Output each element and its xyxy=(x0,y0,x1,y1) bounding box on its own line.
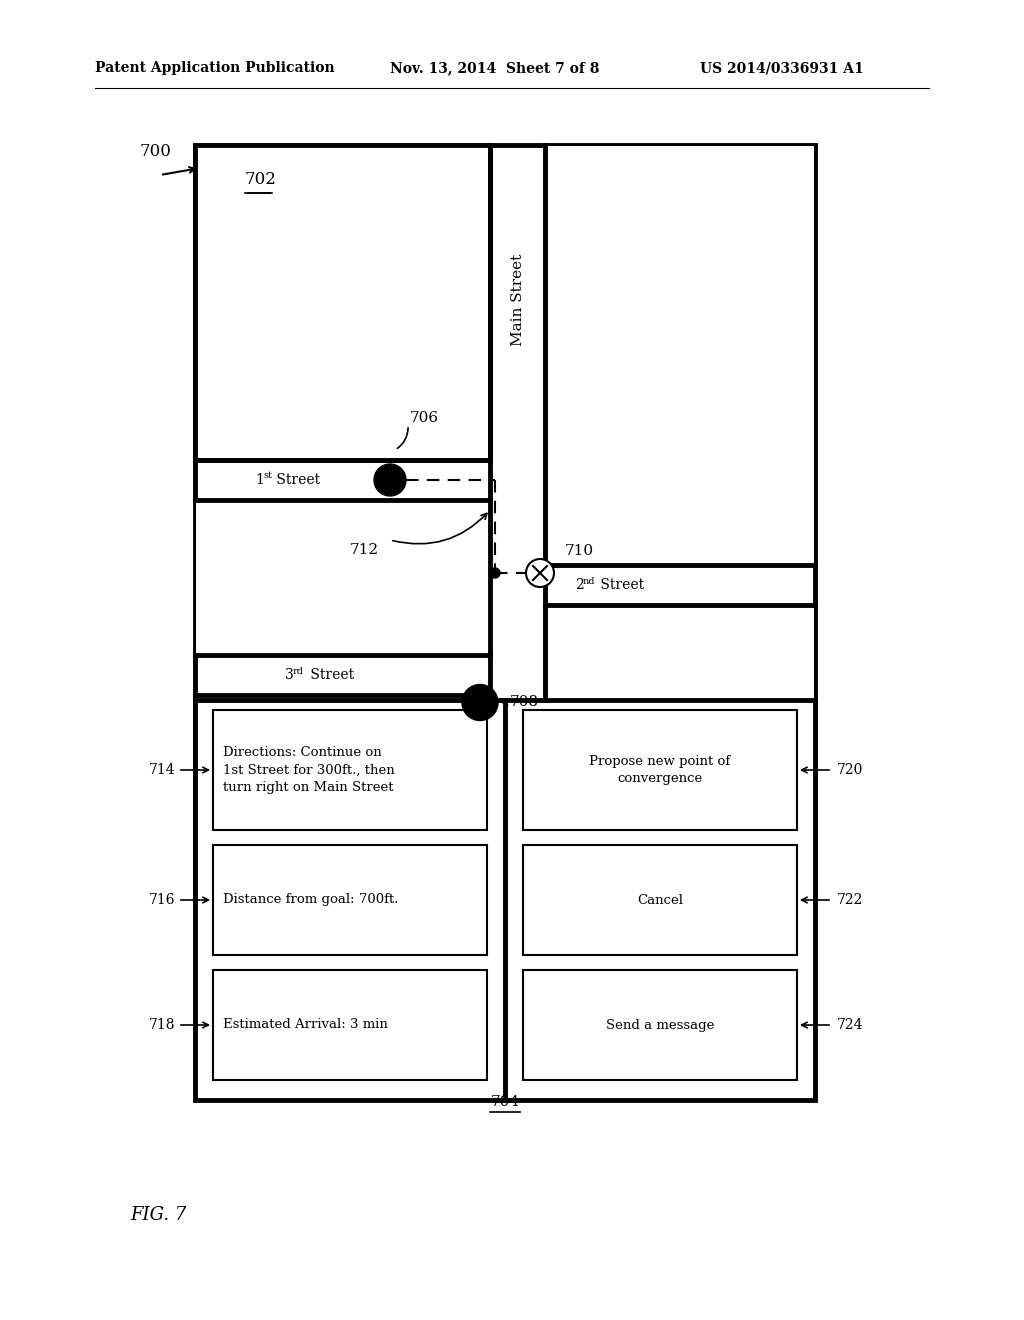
Text: 3: 3 xyxy=(285,668,294,682)
Text: 724: 724 xyxy=(837,1018,863,1032)
Text: 718: 718 xyxy=(148,1018,175,1032)
Text: Distance from goal: 700ft.: Distance from goal: 700ft. xyxy=(223,894,398,907)
FancyBboxPatch shape xyxy=(195,145,815,890)
Text: Street: Street xyxy=(596,578,644,591)
FancyBboxPatch shape xyxy=(213,845,487,954)
Text: 702: 702 xyxy=(245,172,276,189)
Text: Street: Street xyxy=(306,668,354,682)
Text: Street: Street xyxy=(272,473,321,487)
Text: Directions: Continue on
1st Street for 300ft., then
turn right on Main Street: Directions: Continue on 1st Street for 3… xyxy=(223,747,394,793)
Text: rd: rd xyxy=(293,667,304,676)
Text: US 2014/0336931 A1: US 2014/0336931 A1 xyxy=(700,61,864,75)
Text: Main Street: Main Street xyxy=(511,253,524,346)
Text: 2: 2 xyxy=(575,578,584,591)
Text: 714: 714 xyxy=(148,763,175,777)
FancyBboxPatch shape xyxy=(545,145,815,565)
Text: 712: 712 xyxy=(350,543,379,557)
Circle shape xyxy=(374,465,406,496)
FancyBboxPatch shape xyxy=(213,970,487,1080)
Text: Patent Application Publication: Patent Application Publication xyxy=(95,61,335,75)
FancyBboxPatch shape xyxy=(523,845,797,954)
FancyBboxPatch shape xyxy=(195,145,490,459)
Text: Propose new point of
convergence: Propose new point of convergence xyxy=(590,755,731,785)
FancyBboxPatch shape xyxy=(195,700,815,1100)
Text: 710: 710 xyxy=(565,544,594,558)
FancyBboxPatch shape xyxy=(545,605,815,700)
FancyBboxPatch shape xyxy=(523,710,797,830)
FancyBboxPatch shape xyxy=(195,696,490,700)
Text: Nov. 13, 2014  Sheet 7 of 8: Nov. 13, 2014 Sheet 7 of 8 xyxy=(390,61,599,75)
Text: st: st xyxy=(263,471,272,480)
Circle shape xyxy=(490,568,500,578)
Text: 708: 708 xyxy=(510,696,539,710)
FancyBboxPatch shape xyxy=(195,500,490,655)
FancyBboxPatch shape xyxy=(213,710,487,830)
Text: 1: 1 xyxy=(255,473,264,487)
FancyBboxPatch shape xyxy=(523,970,797,1080)
Text: 722: 722 xyxy=(837,894,863,907)
Text: 700: 700 xyxy=(140,144,172,161)
Circle shape xyxy=(462,685,498,721)
Text: 704: 704 xyxy=(490,1096,519,1109)
Circle shape xyxy=(526,558,554,587)
Text: nd: nd xyxy=(583,577,596,586)
Text: Send a message: Send a message xyxy=(606,1019,714,1031)
Text: 716: 716 xyxy=(148,894,175,907)
Text: Estimated Arrival: 3 min: Estimated Arrival: 3 min xyxy=(223,1019,388,1031)
Text: FIG. 7: FIG. 7 xyxy=(130,1206,186,1224)
Text: 720: 720 xyxy=(837,763,863,777)
Text: Cancel: Cancel xyxy=(637,894,683,907)
Text: 706: 706 xyxy=(410,411,439,425)
